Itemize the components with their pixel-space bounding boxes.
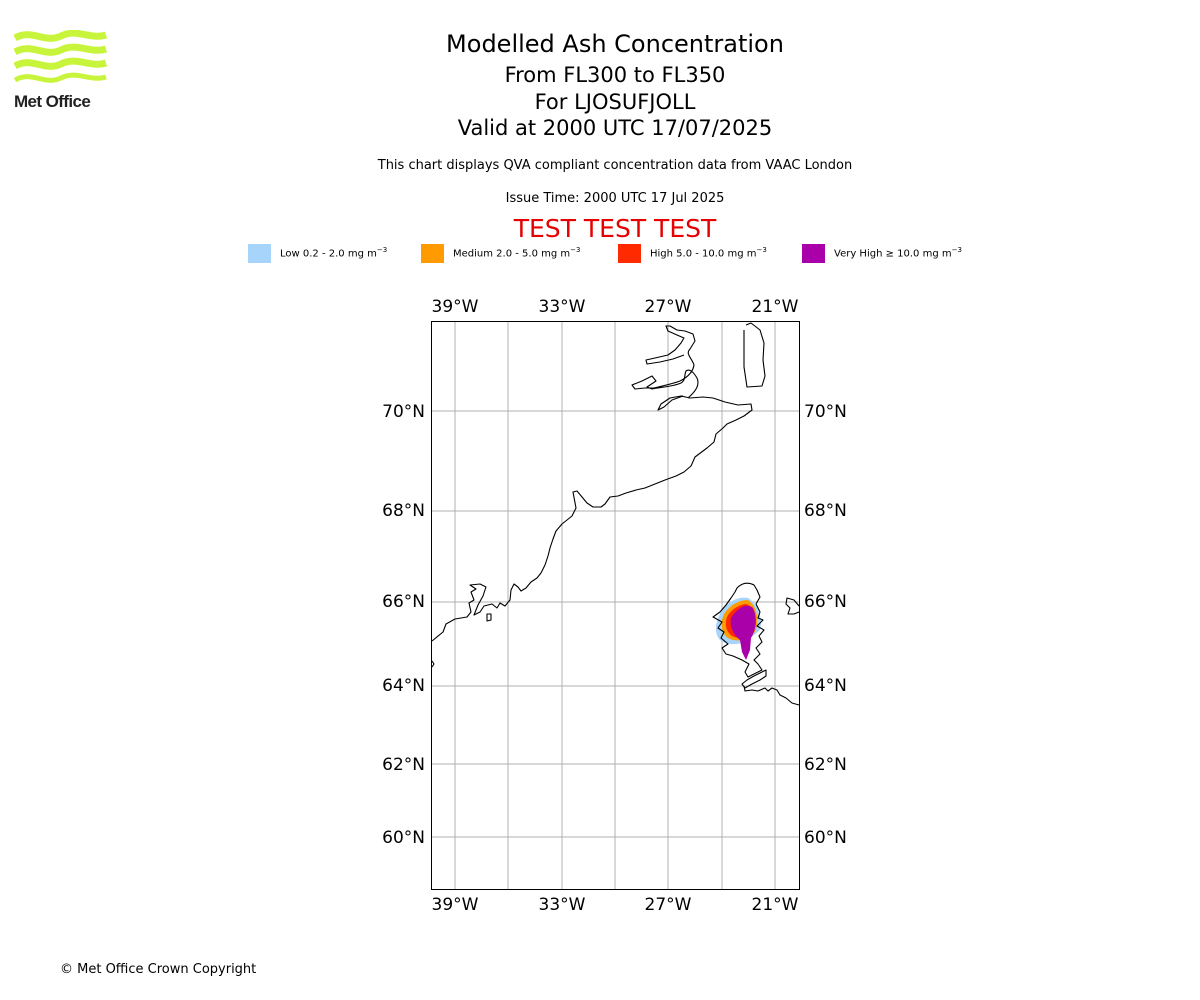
legend-label-medium: Medium 2.0 - 5.0 mg m−3 (453, 246, 581, 260)
issue-time: Issue Time: 2000 UTC 17 Jul 2025 (505, 191, 725, 206)
lat-label-left-60n: 60°N (382, 828, 425, 848)
flight-level-range: From FL300 to FL350 (504, 63, 726, 87)
lat-labels-left: 70°N 68°N 66°N 64°N 62°N 60°N (382, 402, 425, 848)
scoresby-coast (631, 325, 699, 399)
small-islands (431, 613, 492, 668)
legend-label-high: High 5.0 - 10.0 mg m−3 (650, 246, 767, 260)
lat-label-left-70n: 70°N (382, 402, 425, 422)
lon-label-top-21w: 21°W (752, 297, 799, 317)
ash-region-very-high (730, 605, 756, 660)
lon-label-bottom-21w: 21°W (752, 895, 799, 915)
legend-swatch-low (248, 244, 271, 263)
legend-label-very-high: Very High ≥ 10.0 mg m−3 (834, 246, 962, 260)
lat-label-left-64n: 64°N (382, 676, 425, 696)
lon-labels-bottom: 39°W 33°W 27°W 21°W (432, 895, 799, 915)
uk-coast (743, 685, 800, 706)
lat-label-right-60n: 60°N (804, 828, 847, 848)
lon-label-bottom-39w: 39°W (432, 895, 479, 915)
lat-label-right-68n: 68°N (804, 501, 847, 521)
lon-label-top-39w: 39°W (432, 297, 479, 317)
lat-labels-right: 70°N 68°N 66°N 64°N 62°N 60°N (804, 402, 847, 848)
lon-labels-top: 39°W 33°W 27°W 21°W (432, 297, 799, 317)
volcano-name: For LJOSUFJOLL (534, 90, 696, 114)
lat-label-right-64n: 64°N (804, 676, 847, 696)
map-frame (431, 321, 800, 890)
chart-description: This chart displays QVA compliant concen… (377, 158, 853, 173)
valid-time: Valid at 2000 UTC 17/07/2025 (457, 116, 773, 140)
legend-label-low: Low 0.2 - 2.0 mg m−3 (280, 246, 388, 260)
lat-label-right-70n: 70°N (804, 402, 847, 422)
northeast-coast (743, 322, 766, 388)
met-office-waves-icon (13, 29, 108, 83)
legend-swatch-very-high (802, 244, 825, 263)
lat-label-left-66n: 66°N (382, 592, 425, 612)
copyright-footer: © Met Office Crown Copyright (60, 962, 257, 977)
chart-title: Modelled Ash Concentration (446, 30, 784, 58)
legend-swatch-high (618, 244, 641, 263)
iceland-coast (712, 582, 765, 678)
map-gridlines (432, 322, 799, 889)
ash-plume (715, 597, 761, 660)
coastlines (431, 322, 800, 706)
logo-text: Met Office (14, 92, 91, 111)
met-office-logo: Met Office (13, 29, 108, 114)
scandinavia-coast (785, 597, 800, 615)
lon-label-bottom-27w: 27°W (645, 895, 692, 915)
test-banner: TEST TEST TEST (513, 214, 717, 243)
lat-label-right-66n: 66°N (804, 592, 847, 612)
lat-label-left-62n: 62°N (382, 755, 425, 775)
legend-swatch-medium (421, 244, 444, 263)
lon-label-top-33w: 33°W (539, 297, 586, 317)
lat-label-left-68n: 68°N (382, 501, 425, 521)
lat-label-right-62n: 62°N (804, 755, 847, 775)
greenland-coast (431, 395, 753, 642)
faroe-coast (741, 669, 767, 689)
lon-label-bottom-33w: 33°W (539, 895, 586, 915)
lon-label-top-27w: 27°W (645, 297, 692, 317)
